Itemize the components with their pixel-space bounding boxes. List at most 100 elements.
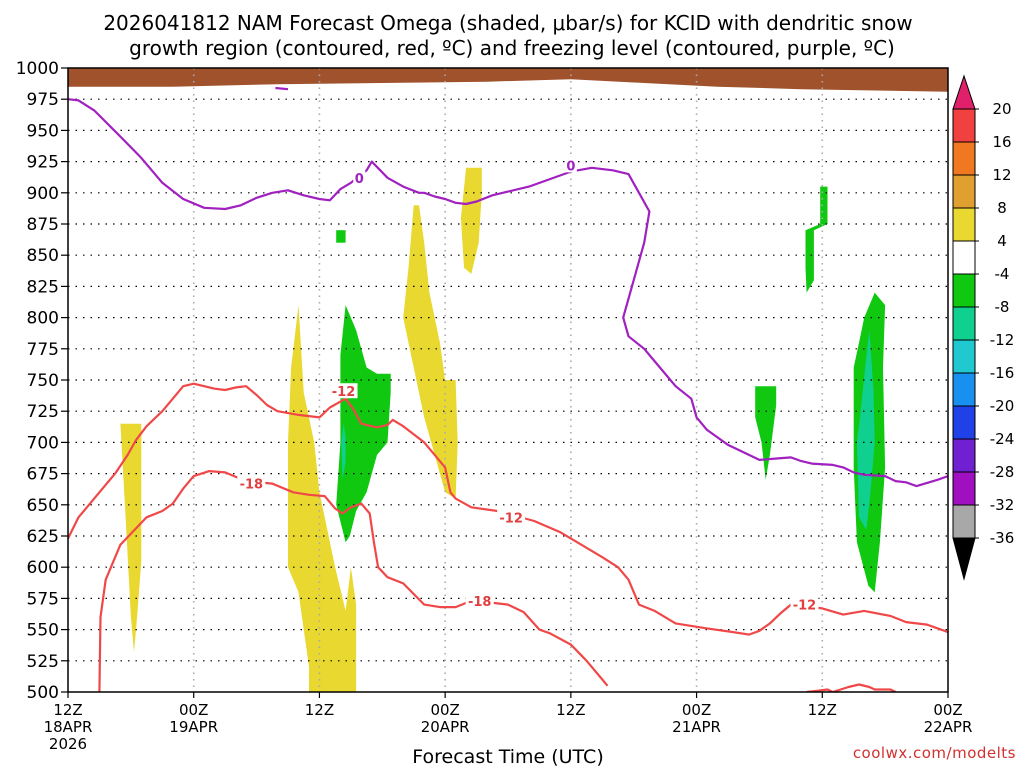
- y-tick-label: 550: [27, 621, 59, 641]
- colorbar-bin: [952, 306, 976, 341]
- terrain-fill: [68, 68, 948, 92]
- y-tick-label: 625: [27, 527, 59, 547]
- colorbar-tick-label: -24: [990, 430, 1015, 448]
- colorbar-arrow-up: [952, 74, 976, 110]
- x-tick-label: 12Z: [556, 701, 585, 719]
- y-tick-label: 850: [27, 246, 59, 266]
- contour-label-layer: -18 -18 -12 -12 -12 0 0: [237, 157, 819, 614]
- colorbar-tick-label: 16: [992, 133, 1011, 151]
- colorbar-tick-label: -32: [990, 496, 1015, 514]
- colorbar-tick-label: 20: [992, 100, 1011, 118]
- y-tick-label: 925: [27, 153, 59, 173]
- x-tick-label: 12Z: [53, 701, 82, 719]
- omega-region-4: [120, 423, 142, 653]
- contour-line-0: [68, 98, 948, 488]
- colorbar-tick-label: -8: [995, 298, 1010, 316]
- colorbar-tick-label: -28: [990, 463, 1015, 481]
- omega-region-neg4: [336, 230, 346, 243]
- omega-region-4: [288, 305, 357, 692]
- y-tick-label: 800: [27, 309, 59, 329]
- x-tick-label: 19APR: [169, 718, 218, 736]
- colorbar-bin: [952, 174, 976, 209]
- colorbar-tick-label: -12: [990, 331, 1015, 349]
- y-axis: 500 525 550 575 600 625 650 675 700 725 750 775 800 8…: [16, 59, 68, 703]
- colorbar-bin: [952, 240, 976, 275]
- y-tick-label: 950: [27, 121, 59, 141]
- contour-line-0: [275, 86, 289, 91]
- contour-label: -18: [240, 478, 264, 493]
- contour-line-neg18: [806, 683, 897, 692]
- contour-line-neg12: [68, 382, 948, 636]
- y-tick-label: 725: [27, 402, 59, 422]
- y-tick-label: 875: [27, 215, 59, 235]
- y-tick-label: 650: [27, 496, 59, 516]
- contour-label: 0: [566, 159, 575, 174]
- contour-label-bg: [497, 509, 526, 525]
- y-tick-label: 525: [27, 652, 59, 672]
- x-axis-label: Forecast Time (UTC): [412, 746, 603, 768]
- contour-label: -12: [332, 385, 356, 400]
- terrain-layer: [68, 68, 948, 92]
- x-tick-label: 18APR: [44, 718, 93, 736]
- x-tick-label: 22APR: [924, 718, 973, 736]
- colorbar-bin: [952, 504, 976, 539]
- contour-label-bg: [564, 157, 577, 173]
- colorbar-bin: [952, 108, 976, 143]
- colorbar-bin: [952, 207, 976, 242]
- contour-label-bg: [237, 475, 266, 491]
- y-tick-label: 775: [27, 340, 59, 360]
- colorbar-bin: [952, 438, 976, 473]
- contour-label: 0: [355, 172, 364, 187]
- y-tick-label: 900: [27, 184, 59, 204]
- y-tick-label: 675: [27, 465, 59, 485]
- colorbar-bin: [952, 405, 976, 440]
- contour-label: -18: [468, 595, 492, 610]
- x-tick-label: 00Z: [179, 701, 208, 719]
- y-tick-label: 750: [27, 371, 59, 391]
- x-tick-label: 00Z: [682, 701, 711, 719]
- contour-layer: [68, 86, 948, 692]
- colorbar-tick-label: 12: [992, 166, 1011, 184]
- x-tick-label: 00Z: [933, 701, 962, 719]
- colorbar: 20 16 12 8 4 -4 -8 -12 -16 -20 -24 -28 -32 -36: [952, 74, 1015, 581]
- x-tick-label: 12Z: [808, 701, 837, 719]
- omega-region-neg8: [341, 423, 346, 480]
- credit-text: coolwx.com/modelts: [853, 744, 1016, 762]
- colorbar-tick-label: -36: [990, 529, 1015, 547]
- omega-region-neg8: [856, 330, 875, 530]
- contour-label-bg: [790, 596, 819, 612]
- omega-region-neg4: [755, 386, 777, 480]
- omega-region-neg4: [805, 186, 828, 293]
- colorbar-tick-label: -4: [995, 265, 1010, 283]
- contour-label-bg: [353, 169, 366, 185]
- y-tick-label: 600: [27, 558, 59, 578]
- y-tick-label: 500: [27, 683, 59, 703]
- colorbar-bin: [952, 141, 976, 176]
- contour-label: -12: [793, 599, 817, 614]
- omega-region-4: [460, 167, 482, 274]
- colorbar-tick-label: 8: [997, 199, 1007, 217]
- colorbar-tick-label: -16: [990, 364, 1015, 382]
- x-tick-label: 20APR: [421, 718, 470, 736]
- colorbar-bin: [952, 339, 976, 374]
- y-tick-label: 825: [27, 277, 59, 297]
- colorbar-bin: [952, 471, 976, 506]
- contour-line-neg18: [98, 470, 609, 692]
- x-tick-label: 2026: [49, 735, 87, 753]
- y-tick-label: 975: [27, 90, 59, 110]
- colorbar-bin: [952, 273, 976, 308]
- contour-label-bg: [329, 383, 358, 399]
- chart-title-line-1: 2026041812 NAM Forecast Omega (shaded, μ…: [103, 11, 912, 35]
- y-tick-label: 700: [27, 433, 59, 453]
- x-tick-label: 00Z: [430, 701, 459, 719]
- colorbar-arrow-down: [952, 537, 976, 581]
- x-tick-label: 21APR: [672, 718, 721, 736]
- colorbar-tick-label: -20: [990, 397, 1015, 415]
- contour-label: -12: [499, 511, 523, 526]
- y-tick-label: 575: [27, 589, 59, 609]
- colorbar-tick-label: 4: [997, 232, 1007, 250]
- chart-title-line-2: growth region (contoured, red, ºC) and f…: [129, 36, 895, 60]
- omega-region-4: [403, 205, 458, 499]
